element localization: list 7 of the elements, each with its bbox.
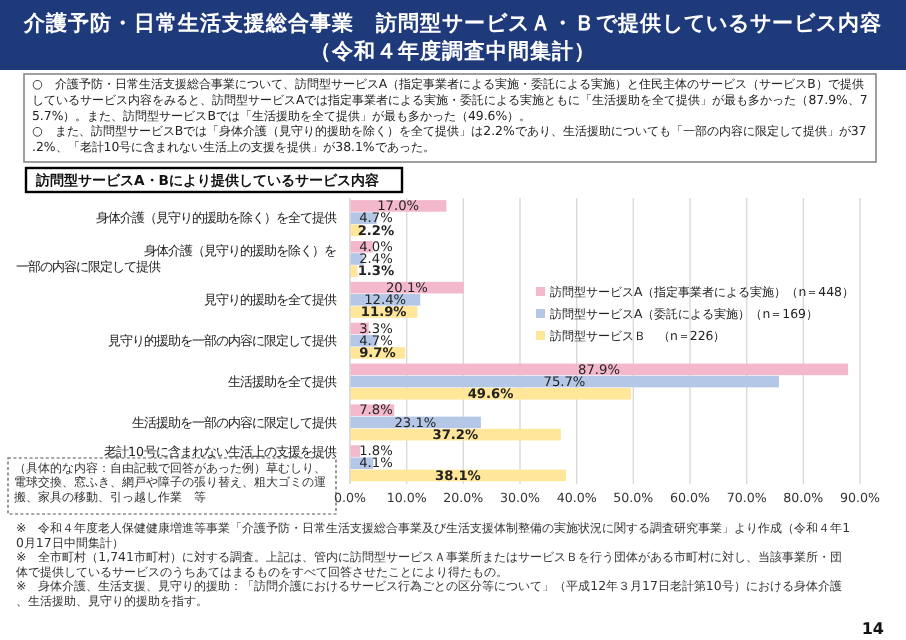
text: 14 (861, 620, 885, 638)
bar (350, 363, 849, 376)
bar (350, 375, 779, 388)
bar (350, 445, 361, 457)
chart-subtitle: （令和４年度調査中間集計） (310, 38, 596, 64)
chart-title: 介護予防・日常生活支援総合事業 訪問型サービスＡ・Ｂで提供しているサービス内容 (22, 10, 882, 36)
bar (350, 387, 632, 400)
